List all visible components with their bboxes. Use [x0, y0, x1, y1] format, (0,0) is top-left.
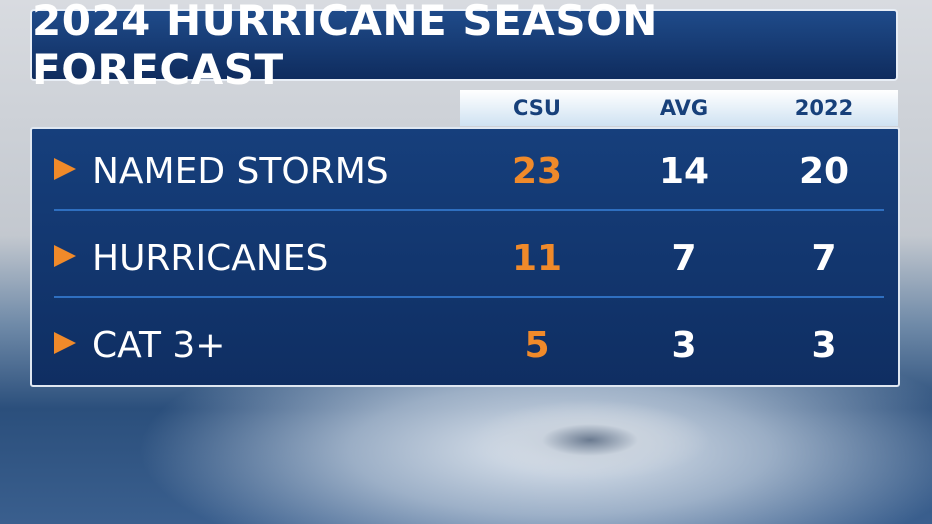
cell-value: 11	[511, 238, 563, 279]
row-label: HURRICANES	[92, 238, 329, 279]
column-header: CSU AVG 2022	[460, 90, 898, 126]
cell-value: 14	[658, 151, 710, 192]
cell-value: 7	[811, 238, 837, 279]
title-bar: 2024 HURRICANE SEASON FORECAST	[30, 0, 898, 94]
row-separator	[54, 209, 884, 211]
column-label: CSU	[513, 96, 561, 120]
cell-value: 23	[511, 151, 563, 192]
row-separator	[54, 296, 884, 298]
cell-value: 3	[811, 325, 837, 366]
table-panel: NAMED STORMS 23 14 20 HURRICANES 11 7 7 CAT 3+ 5 3…	[30, 127, 900, 387]
cell-value: 3	[671, 325, 697, 366]
table-row: NAMED STORMS 23 14 20	[32, 129, 898, 215]
column-label: AVG	[659, 96, 709, 120]
cell-value: 20	[798, 151, 850, 192]
row-label: CAT 3+	[92, 325, 226, 366]
table-row: CAT 3+ 5 3 3	[32, 303, 898, 389]
row-marker	[54, 245, 76, 267]
row-marker	[54, 158, 76, 180]
row-label: NAMED STORMS	[92, 151, 389, 192]
table-row: HURRICANES 11 7 7	[32, 216, 898, 302]
row-marker	[54, 332, 76, 354]
title: 2024 HURRICANE SEASON FORECAST	[32, 0, 658, 94]
cell-value: 5	[524, 325, 550, 366]
cell-value: 7	[671, 238, 697, 279]
column-label: 2022	[794, 96, 854, 120]
